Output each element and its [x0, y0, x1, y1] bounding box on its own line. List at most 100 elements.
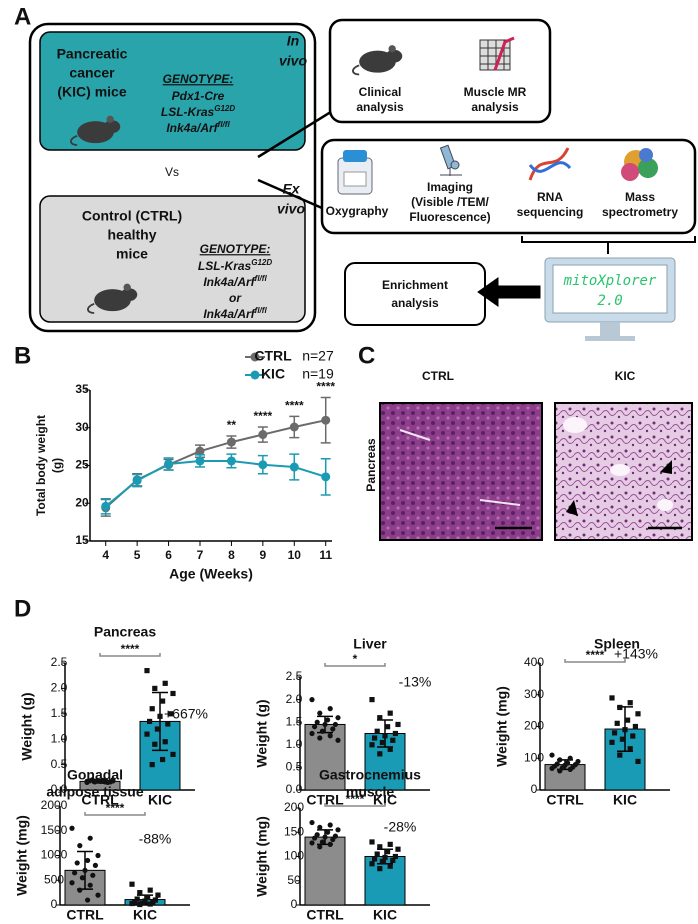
data-point [160, 698, 166, 704]
genotype-heading: GENOTYPE: [163, 72, 234, 86]
x-axis-label: Age (Weeks) [169, 566, 253, 582]
data-point [327, 733, 333, 739]
y-axis-label: Weight (mg) [14, 815, 30, 896]
data-point [147, 887, 153, 893]
y-tick-label: 100 [524, 750, 544, 764]
ex-vivo-label: Ex [282, 181, 300, 197]
data-point [74, 860, 80, 866]
legend-label: CTRL [254, 348, 292, 364]
legend-marker [250, 352, 260, 362]
y-tick-label: 30 [75, 420, 89, 434]
legend-n: n=19 [302, 366, 334, 382]
software-label: mitoXplorer [563, 273, 657, 289]
y-tick-label: 2000 [41, 798, 68, 812]
x-tick-label: 6 [165, 548, 172, 562]
method-label: spectrometry [602, 205, 678, 219]
data-point [145, 894, 151, 901]
data-point [635, 758, 641, 765]
data-point [392, 853, 398, 860]
data-point [170, 690, 176, 697]
box-title: Control (CTRL) [82, 208, 182, 224]
data-point [390, 737, 396, 743]
y-tick-label: 1000 [41, 848, 68, 862]
data-point [335, 737, 341, 743]
data-point [289, 462, 299, 472]
data-point [154, 726, 160, 732]
genotype-text: Ink4a/Arf [166, 121, 218, 135]
y-tick-label: 0.0 [286, 782, 303, 796]
genotype-text: Ink4a/Arf [203, 275, 255, 289]
y-tick-label: 2.0 [51, 681, 68, 695]
data-point [72, 870, 78, 876]
data-point [377, 751, 383, 757]
method-label: Fluorescence) [409, 210, 490, 224]
significance-label: **** [254, 409, 273, 423]
x-tick-label: CTRL [306, 792, 344, 808]
panel-a-icons [70, 36, 658, 314]
data-point [627, 700, 633, 706]
genotype-line: Ink4a/Arffl/fl [166, 120, 230, 136]
data-point [101, 501, 111, 511]
data-point [609, 739, 615, 745]
method-label: analysis [471, 100, 519, 114]
data-point [92, 779, 98, 785]
row-label: Pancreas [364, 438, 378, 492]
genotype-text: LSL-Kras [161, 105, 215, 119]
data-point [630, 733, 636, 739]
data-point [147, 718, 153, 725]
vs-label: Vs [165, 165, 179, 179]
data-point [392, 730, 398, 737]
data-point [395, 846, 401, 852]
data-point [387, 841, 393, 847]
box-title: mice [116, 246, 148, 262]
data-point [567, 766, 573, 772]
data-point [162, 680, 168, 686]
enrichment-label: analysis [391, 296, 439, 310]
data-point [134, 896, 140, 902]
chart-title: Gastrocnemius [319, 767, 421, 783]
y-axis-label: (g) [50, 458, 64, 473]
data-point [609, 695, 615, 701]
significance-bracket [324, 663, 386, 667]
x-tick-label: 5 [134, 548, 141, 562]
data-point [377, 715, 383, 721]
data-point [635, 711, 641, 717]
data-point [144, 731, 150, 737]
genotype-line: LSL-KrasG12D [198, 258, 272, 274]
chart-title: Spleen [594, 636, 640, 652]
data-point [377, 866, 383, 872]
y-tick-label: 1500 [41, 823, 68, 837]
column-label: CTRL [422, 369, 454, 383]
data-point [557, 768, 563, 774]
data-point [622, 727, 628, 733]
arrowhead [566, 460, 672, 516]
data-point [321, 472, 331, 482]
data-point [157, 713, 163, 719]
data-point [317, 844, 323, 850]
data-point [289, 422, 299, 432]
data-point [632, 723, 638, 730]
method-label: Clinical [359, 85, 402, 99]
y-tick-label: 1.0 [51, 731, 68, 745]
data-point [330, 836, 336, 843]
x-tick-label: CTRL [546, 792, 584, 808]
data-point [335, 827, 341, 833]
data-point [625, 717, 631, 723]
data-point [387, 710, 393, 716]
genotype-heading: GENOTYPE: [200, 242, 271, 256]
vessel [399, 429, 521, 506]
chart-title: Gonadal [67, 767, 123, 783]
box-title: Pancreatic [57, 46, 128, 62]
data-point [87, 882, 93, 888]
data-point [619, 736, 625, 742]
data-point [387, 746, 393, 752]
x-tick-label: KIC [133, 907, 157, 923]
data-point [258, 430, 268, 440]
data-point [84, 778, 90, 784]
y-tick-label: 0 [51, 897, 58, 911]
data-point [79, 875, 85, 881]
significance-label: **** [106, 801, 125, 815]
data-point [317, 824, 323, 831]
box-title: (KIC) mice [57, 84, 126, 100]
series-line [105, 459, 327, 508]
